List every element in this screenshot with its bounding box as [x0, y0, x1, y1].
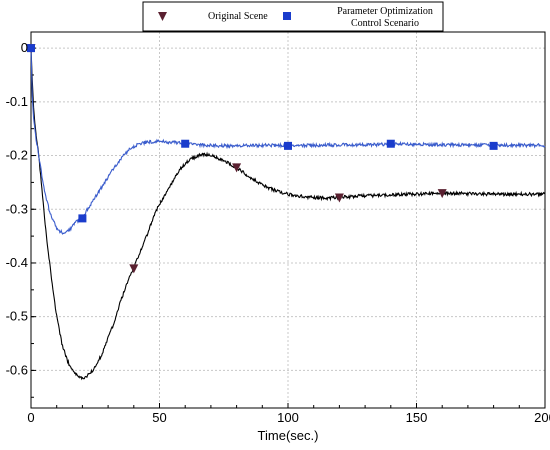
- series-marker-square: [489, 141, 498, 150]
- series-line-original-scene: [30, 48, 546, 381]
- y-tick-label: -0.4: [6, 255, 28, 270]
- series-marker-square: [284, 141, 292, 150]
- x-axis-title: Time(sec.): [258, 428, 319, 443]
- x-tick-label: 50: [152, 410, 166, 425]
- series-markers: [26, 44, 498, 274]
- x-tick-label: 150: [406, 410, 428, 425]
- tick-marks: [30, 47, 546, 408]
- legend-marker-original-scene: [158, 12, 167, 21]
- legend-label-parameter-optimization-line1: Parameter Optimization: [337, 6, 433, 17]
- tick-labels: 0 -0.1 -0.2 -0.3 -0.4 -0.5 -0.6 0 50 100 150 200: [6, 40, 550, 425]
- x-tick-label: 200: [534, 410, 550, 425]
- series-marker-square: [78, 214, 87, 223]
- series-marker-triangle: [232, 163, 242, 173]
- series-marker-square: [386, 139, 395, 148]
- y-tick-label: -0.2: [6, 148, 28, 163]
- series-marker-square: [27, 44, 35, 53]
- y-tick-label: -0.3: [6, 201, 28, 216]
- legend-label-original-scene: Original Scene: [208, 11, 268, 22]
- x-tick-label: 100: [277, 410, 299, 425]
- series-marker-triangle: [334, 193, 344, 203]
- y-tick-label: -0.1: [6, 94, 28, 109]
- x-tick-label: 0: [27, 410, 34, 425]
- legend-marker-parameter-optimization: [283, 12, 291, 20]
- legend-label-parameter-optimization-line2: Control Scenario: [351, 18, 419, 29]
- legend: Original Scene Parameter OptimizationCont…: [142, 1, 444, 32]
- y-tick-label: 0: [21, 40, 28, 55]
- y-tick-label: -0.6: [6, 362, 28, 377]
- series-marker-triangle: [129, 264, 139, 274]
- series-marker-square: [181, 139, 190, 148]
- legend-box: [142, 1, 444, 32]
- series-marker-triangle: [437, 189, 447, 199]
- y-tick-label: -0.5: [6, 309, 28, 324]
